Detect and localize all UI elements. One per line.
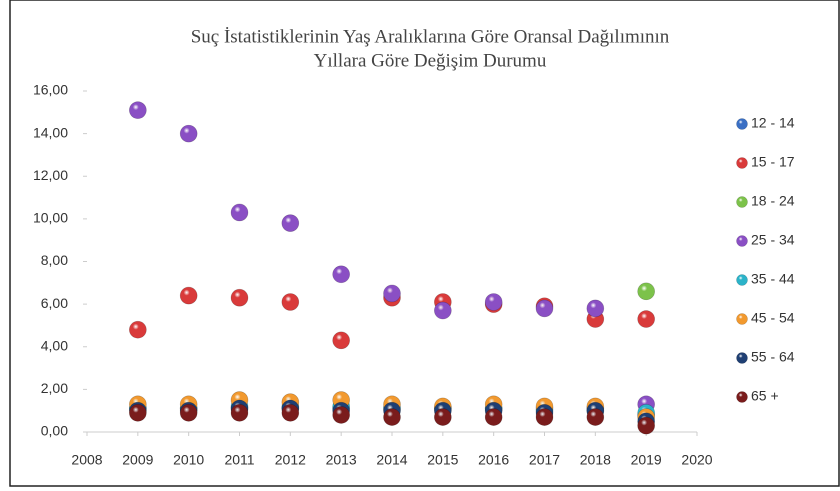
x-tick-label: 2019: [631, 452, 662, 468]
point: [179, 404, 198, 422]
point: [332, 265, 350, 284]
x-tick-label: 2009: [122, 452, 153, 468]
legend-label: 18 - 24: [751, 193, 795, 209]
point: [383, 408, 401, 426]
legend-marker: [736, 196, 748, 208]
point: [383, 284, 401, 303]
y-tick-label: 14,00: [33, 124, 68, 140]
x-tick-label: 2016: [478, 452, 509, 468]
point: [129, 101, 147, 119]
y-tick-label: 6,00: [41, 295, 68, 311]
legend-marker: [736, 274, 748, 286]
y-tick-label: 16,00: [33, 82, 68, 98]
legend-label: 55 - 64: [751, 349, 795, 365]
legend-label: 35 - 44: [751, 271, 795, 287]
point: [332, 406, 350, 424]
x-tick-label: 2008: [71, 452, 102, 468]
y-tick-label: 2,00: [41, 380, 68, 396]
legend-label: 12 - 14: [751, 115, 795, 131]
point: [230, 203, 249, 222]
y-tick-label: 10,00: [33, 210, 68, 226]
point: [332, 331, 350, 350]
point: [586, 299, 605, 318]
y-tick-label: 4,00: [41, 337, 68, 353]
point: [586, 408, 605, 426]
legend-marker: [736, 391, 748, 403]
point: [179, 124, 198, 143]
y-tick-label: 0,00: [41, 423, 68, 439]
legend-marker: [736, 157, 748, 169]
point: [484, 408, 503, 426]
point: [535, 408, 554, 426]
legend-marker: [736, 352, 748, 364]
legend-label: 45 - 54: [751, 310, 795, 326]
x-tick-label: 2018: [580, 452, 611, 468]
point: [434, 408, 452, 426]
legend-marker: [736, 313, 748, 325]
x-tick-label: 2011: [224, 452, 254, 468]
x-tick-label: 2015: [427, 452, 458, 468]
legend-label: 65 +: [751, 388, 779, 404]
y-tick-label: 12,00: [33, 167, 68, 183]
point: [281, 404, 300, 422]
x-tick-label: 2017: [529, 452, 560, 468]
chart-title: Yıllara Göre Değişim Durumu: [314, 50, 547, 71]
point: [434, 301, 452, 320]
x-tick-label: 2013: [326, 452, 357, 468]
point: [129, 320, 147, 339]
chart-frame: [9, 0, 840, 487]
y-tick-label: 8,00: [41, 252, 68, 268]
point: [230, 404, 249, 422]
point: [129, 404, 147, 422]
point: [637, 282, 655, 301]
x-tick-label: 2010: [173, 452, 204, 468]
point: [281, 214, 300, 232]
legend-label: 15 - 17: [751, 154, 795, 170]
point: [535, 299, 554, 318]
legend-marker: [736, 118, 748, 130]
x-tick-label: 2020: [681, 452, 712, 468]
chart-title: Suç İstatistiklerinin Yaş Aralıklarına G…: [191, 26, 670, 47]
x-tick-label: 2012: [275, 452, 306, 468]
point: [179, 286, 198, 305]
point: [281, 293, 300, 311]
point: [484, 293, 503, 311]
point: [637, 310, 655, 328]
point: [637, 416, 655, 435]
legend-label: 25 - 34: [751, 232, 795, 248]
point: [230, 288, 249, 307]
legend-marker: [736, 235, 748, 247]
x-tick-label: 2014: [376, 452, 407, 468]
